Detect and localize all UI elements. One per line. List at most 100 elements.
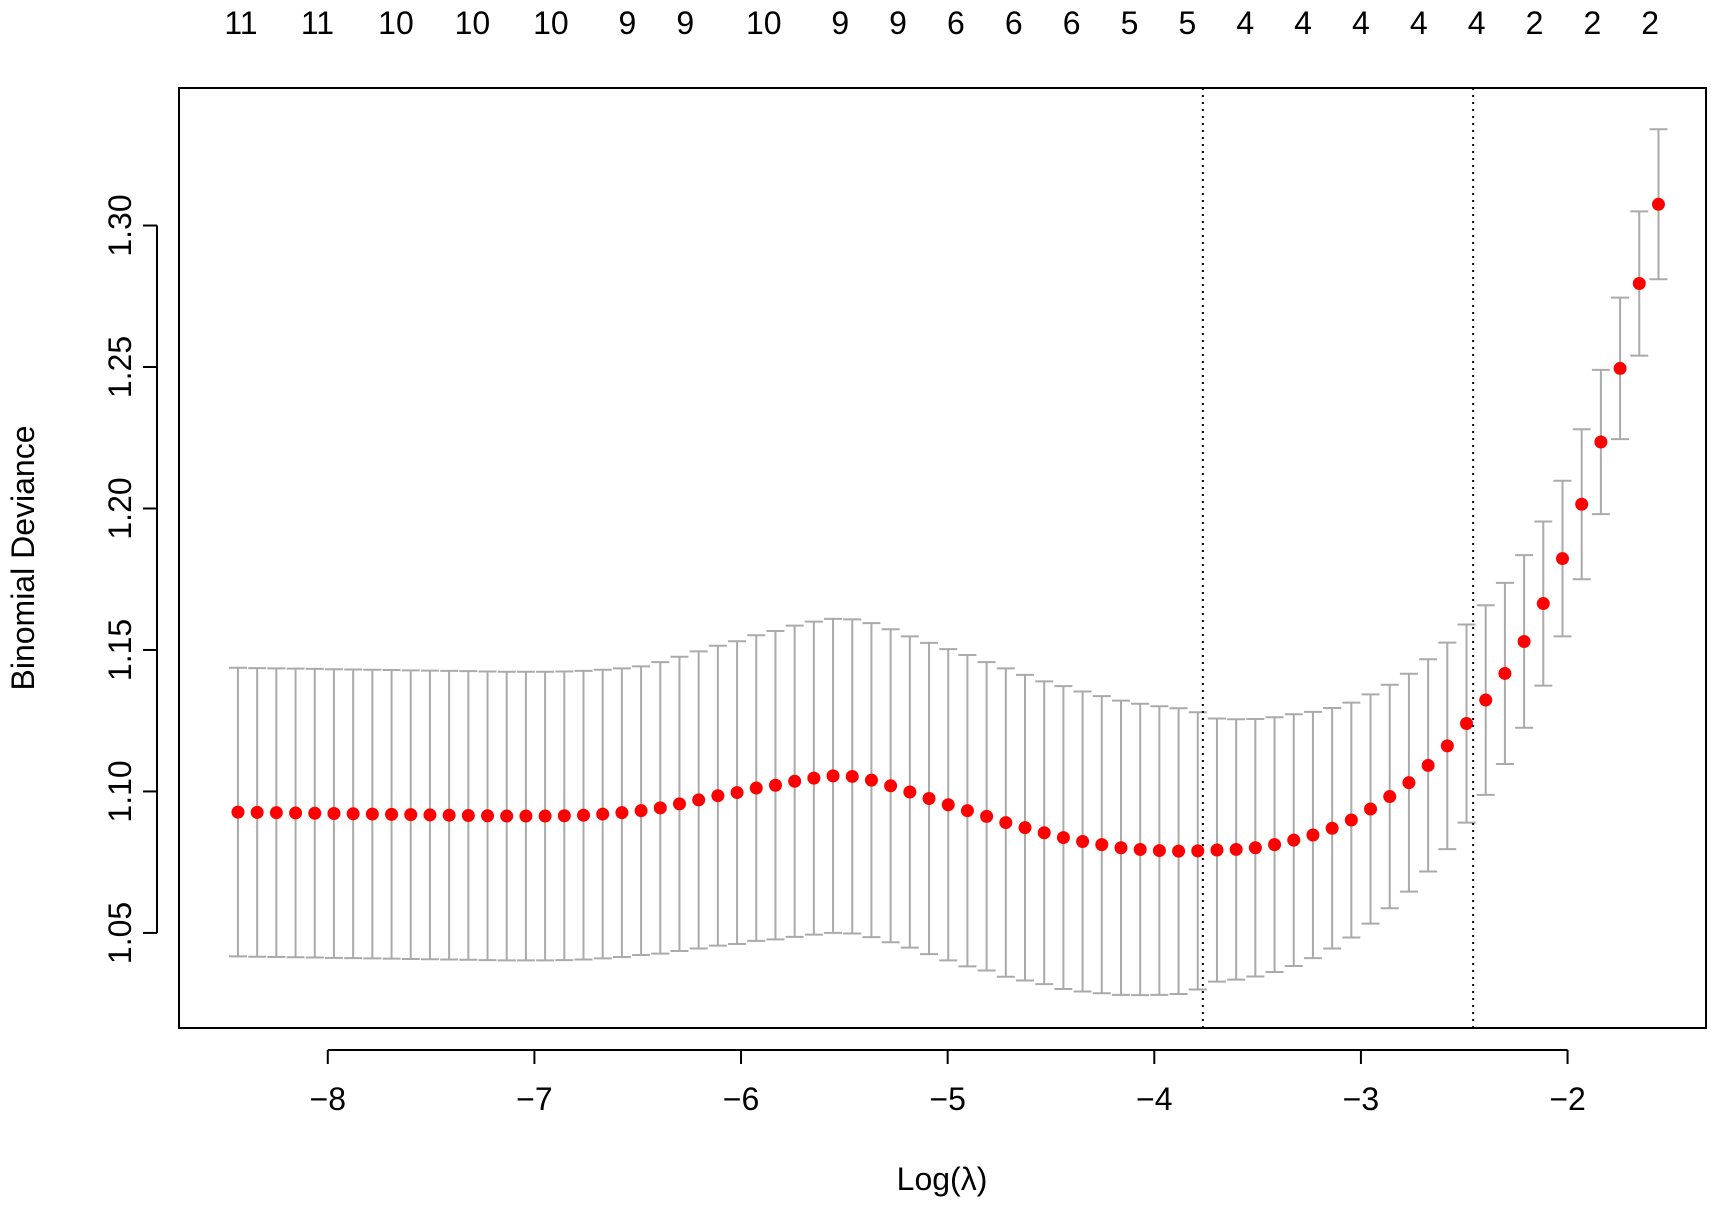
data-point (1440, 739, 1454, 753)
x-tick-label: −3 (1343, 1081, 1379, 1117)
data-point (442, 808, 456, 822)
top-axis-label: 10 (455, 5, 491, 41)
x-tick-label: −8 (310, 1081, 346, 1117)
data-point (538, 809, 552, 823)
top-axis-label: 9 (676, 5, 694, 41)
data-point (730, 786, 744, 800)
data-point (1210, 843, 1224, 857)
data-point (289, 806, 303, 820)
data-point (577, 808, 590, 822)
data-point (903, 785, 917, 799)
data-point (845, 769, 859, 783)
data-point (1651, 197, 1665, 211)
data-point (1517, 634, 1531, 648)
data-point (1287, 833, 1301, 847)
data-point (346, 807, 360, 821)
errorbars (228, 128, 1668, 997)
data-point (1498, 666, 1512, 680)
top-axis-label: 6 (1063, 5, 1081, 41)
data-point (365, 807, 379, 821)
top-axis-label: 11 (224, 5, 257, 41)
data-point (250, 805, 264, 819)
top-axis-label: 9 (889, 5, 907, 41)
top-axis-label: 4 (1236, 5, 1254, 41)
data-point (1306, 828, 1320, 842)
top-axis-label: 6 (1005, 5, 1023, 41)
data-point (1325, 821, 1339, 835)
data-point (826, 769, 840, 783)
data-point (1056, 831, 1070, 845)
y-axis-label: Binomial Deviance (5, 425, 41, 690)
data-point (807, 771, 821, 785)
y-tick-label: 1.10 (102, 760, 138, 822)
y-tick-label: 1.30 (102, 194, 138, 256)
top-axis-label: 10 (378, 5, 414, 41)
top-axis-label: 11 (301, 5, 334, 41)
y-tick-label: 1.15 (102, 619, 138, 681)
data-point (941, 798, 955, 812)
data-point (615, 806, 629, 820)
data-point (1191, 844, 1205, 858)
data-point (461, 808, 475, 822)
x-tick-label: −7 (516, 1081, 552, 1117)
data-point (922, 792, 936, 806)
data-point (749, 781, 763, 795)
data-point (557, 809, 571, 823)
data-point (1613, 361, 1627, 375)
data-point (1383, 790, 1397, 804)
y-tick-label: 1.20 (102, 477, 138, 539)
data-point (500, 809, 514, 823)
data-point (519, 809, 533, 823)
top-axis-label: 9 (618, 5, 636, 41)
reference-lines (1201, 88, 1475, 1028)
top-axis-label: 9 (831, 5, 849, 41)
data-point (672, 797, 686, 811)
data-point (711, 789, 725, 803)
data-point (1575, 497, 1589, 511)
data-point (1460, 717, 1474, 731)
data-point (1555, 552, 1569, 566)
data-point (1133, 842, 1147, 856)
top-axis-label: 4 (1410, 5, 1428, 41)
top-axis-label: 10 (533, 5, 569, 41)
top-axis-label: 2 (1583, 5, 1601, 41)
data-point (1479, 693, 1493, 707)
data-points (231, 197, 1665, 858)
top-axis-label: 4 (1352, 5, 1370, 41)
data-point (634, 804, 648, 818)
data-point (788, 774, 802, 788)
data-point (481, 809, 495, 823)
data-point (1076, 835, 1090, 849)
top-axis-label: 5 (1178, 5, 1196, 41)
data-point (1172, 844, 1186, 858)
top-axis-label: 6 (947, 5, 965, 41)
data-point (980, 809, 994, 823)
top-axis-label: 10 (746, 5, 782, 41)
x-tick-label: −2 (1549, 1081, 1585, 1117)
data-point (1018, 821, 1032, 835)
plot-frame (178, 87, 1707, 1029)
data-point (1229, 842, 1243, 856)
y-tick-label: 1.05 (102, 902, 138, 964)
top-axis-nonzero-counts: 11 11 10 10 10 9 9 10 9 9 6 6 6 5 5 4 4 4 4 4 2 2 2 (224, 5, 1659, 41)
data-point (1632, 277, 1646, 291)
data-point (1364, 802, 1378, 816)
data-point (1268, 838, 1282, 852)
data-point (1114, 841, 1128, 855)
x-tick-label: −6 (723, 1081, 759, 1117)
data-point (1152, 844, 1166, 858)
data-point (1344, 813, 1358, 827)
data-point (653, 801, 667, 815)
data-point (864, 773, 878, 787)
data-point (308, 806, 322, 820)
data-point (404, 808, 418, 822)
data-point (269, 806, 283, 820)
data-point (327, 807, 341, 821)
data-point (884, 779, 898, 793)
x-axis-label: Log(λ) (897, 1161, 988, 1197)
y-axis: 1.05 1.10 1.15 1.20 1.25 1.30 (102, 194, 158, 964)
data-point (1248, 841, 1262, 855)
data-point (231, 805, 245, 819)
x-tick-label: −4 (1136, 1081, 1172, 1117)
